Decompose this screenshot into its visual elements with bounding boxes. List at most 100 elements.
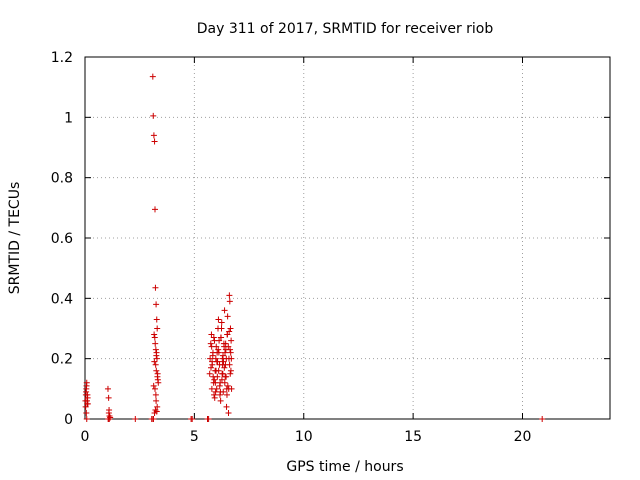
data-point bbox=[226, 361, 233, 368]
data-point bbox=[83, 382, 90, 389]
data-point bbox=[150, 416, 157, 422]
data-point bbox=[105, 416, 112, 422]
data-point bbox=[210, 334, 217, 341]
data-point bbox=[211, 376, 218, 383]
x-ticks: 0 5 10 15 20 bbox=[81, 57, 532, 445]
data-point bbox=[221, 364, 228, 371]
x-tick-label: 10 bbox=[295, 429, 313, 445]
data-point bbox=[216, 337, 223, 344]
data-point bbox=[214, 358, 221, 365]
data-point bbox=[226, 298, 233, 305]
data-point bbox=[83, 416, 90, 422]
data-point bbox=[211, 394, 218, 401]
x-tick-label: 20 bbox=[514, 429, 532, 445]
data-point bbox=[224, 331, 231, 338]
data-point bbox=[153, 301, 160, 308]
y-tick-label: 0.8 bbox=[51, 171, 73, 187]
data-point bbox=[155, 379, 162, 386]
data-point bbox=[206, 370, 213, 377]
data-point bbox=[210, 373, 217, 380]
data-point bbox=[212, 355, 219, 362]
data-point bbox=[209, 352, 216, 359]
data-point bbox=[189, 416, 196, 422]
x-axis-label: GPS time / hours bbox=[286, 459, 403, 475]
data-point bbox=[220, 358, 227, 365]
data-point bbox=[212, 379, 219, 386]
grid-lines bbox=[85, 57, 610, 419]
data-point bbox=[83, 388, 90, 395]
data-point bbox=[151, 334, 158, 341]
data-point bbox=[225, 385, 232, 392]
data-point bbox=[154, 325, 161, 332]
y-ticks: 0 0.2 0.4 0.6 0.8 1 1.2 bbox=[51, 50, 610, 428]
data-point bbox=[153, 352, 160, 359]
data-point bbox=[153, 355, 160, 362]
chart-title: Day 311 of 2017, SRMTID for receiver rio… bbox=[197, 21, 494, 37]
data-point bbox=[215, 316, 222, 323]
data-point bbox=[151, 358, 158, 365]
data-point bbox=[215, 346, 222, 353]
data-point bbox=[152, 206, 158, 213]
data-point bbox=[83, 409, 90, 416]
data-point bbox=[220, 352, 227, 359]
data-point bbox=[223, 391, 230, 398]
data-point bbox=[84, 391, 91, 398]
data-point bbox=[227, 346, 234, 353]
data-point bbox=[82, 403, 89, 410]
data-point bbox=[223, 355, 230, 362]
data-point bbox=[151, 409, 158, 416]
data-point bbox=[208, 331, 215, 338]
data-point bbox=[219, 361, 226, 368]
data-point bbox=[149, 73, 156, 80]
data-point bbox=[228, 355, 235, 362]
y-tick-label: 1.2 bbox=[51, 50, 73, 66]
data-point bbox=[205, 416, 212, 422]
data-point bbox=[215, 367, 222, 374]
data-point bbox=[225, 409, 232, 416]
data-point bbox=[209, 358, 216, 365]
data-point bbox=[219, 370, 226, 377]
data-point bbox=[218, 376, 225, 383]
data-point bbox=[152, 385, 158, 392]
data-points bbox=[82, 73, 546, 422]
data-point bbox=[153, 367, 160, 374]
data-point bbox=[83, 397, 90, 404]
data-point bbox=[224, 313, 231, 320]
plot-frame bbox=[84, 56, 611, 420]
data-point bbox=[539, 416, 546, 422]
data-point bbox=[152, 340, 159, 347]
data-point bbox=[214, 349, 221, 356]
data-point bbox=[207, 340, 214, 347]
data-point bbox=[227, 325, 234, 332]
data-point bbox=[221, 307, 228, 314]
y-tick-label: 1 bbox=[64, 110, 73, 126]
data-point bbox=[224, 382, 231, 389]
data-point bbox=[217, 334, 224, 341]
y-tick-label: 0.6 bbox=[51, 231, 73, 247]
data-point bbox=[132, 416, 139, 422]
x-tick-label: 0 bbox=[81, 429, 90, 445]
x-tick-label: 15 bbox=[404, 429, 422, 445]
data-point bbox=[150, 112, 157, 119]
data-point bbox=[213, 385, 220, 392]
data-point bbox=[208, 343, 215, 350]
data-point bbox=[227, 370, 234, 377]
data-point bbox=[227, 367, 234, 374]
data-point bbox=[222, 373, 229, 380]
data-point bbox=[151, 331, 158, 338]
data-point bbox=[218, 325, 225, 332]
data-point bbox=[211, 391, 218, 398]
data-point bbox=[84, 400, 91, 407]
data-point bbox=[207, 355, 214, 362]
data-point bbox=[150, 132, 157, 139]
data-point bbox=[216, 382, 223, 389]
data-point bbox=[221, 343, 228, 350]
data-point bbox=[226, 292, 233, 299]
data-point bbox=[218, 319, 225, 326]
data-point bbox=[154, 370, 161, 377]
data-point bbox=[104, 385, 111, 392]
data-point bbox=[151, 138, 158, 145]
data-point bbox=[150, 382, 157, 389]
data-point bbox=[222, 340, 229, 347]
